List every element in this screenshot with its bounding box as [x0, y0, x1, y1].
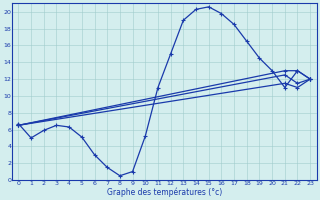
- X-axis label: Graphe des températures (°c): Graphe des températures (°c): [107, 187, 222, 197]
